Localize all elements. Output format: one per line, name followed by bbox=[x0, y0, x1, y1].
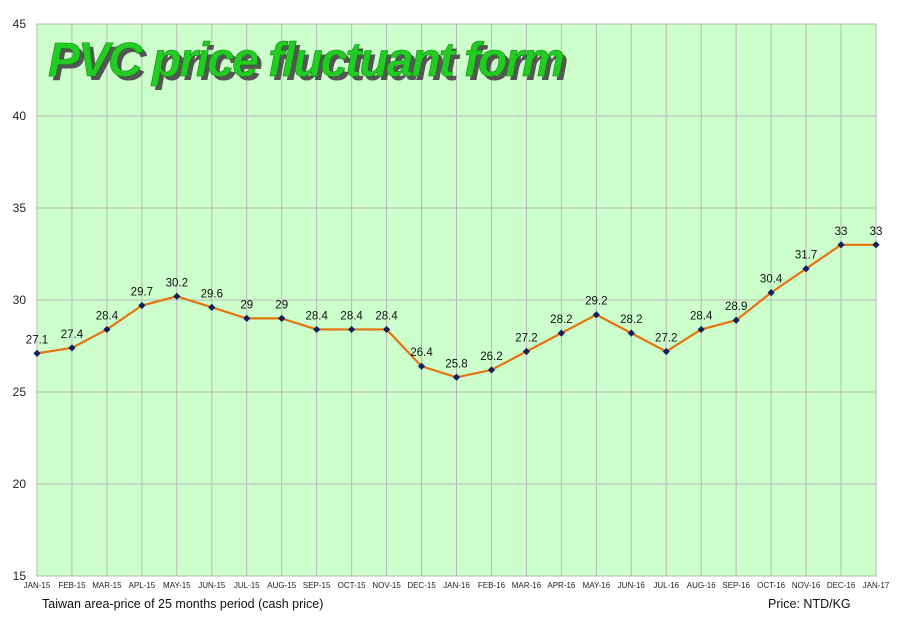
data-label: 29.6 bbox=[201, 288, 223, 300]
data-label: 30.4 bbox=[760, 274, 783, 286]
y-axis-ticks: 15 20 25 30 35 40 45 bbox=[13, 17, 27, 583]
data-point bbox=[802, 265, 810, 273]
y-tick-label: 25 bbox=[13, 385, 27, 399]
x-tick-label: NOV-16 bbox=[792, 581, 821, 590]
data-point bbox=[417, 362, 426, 370]
y-tick-label: 30 bbox=[13, 293, 27, 307]
data-label: 33 bbox=[835, 226, 848, 238]
data-label: 27.4 bbox=[61, 329, 84, 341]
data-label: 26.4 bbox=[410, 347, 433, 359]
data-label: 33 bbox=[870, 226, 883, 238]
data-point bbox=[348, 325, 356, 334]
data-label: 28.9 bbox=[725, 301, 747, 313]
data-label: 29.2 bbox=[585, 296, 607, 308]
x-tick-label: SEP-16 bbox=[722, 581, 750, 590]
data-label: 31.7 bbox=[795, 250, 817, 262]
chart-title-shadow: PVC price fluctuant form bbox=[52, 38, 567, 91]
data-label: 27.2 bbox=[655, 333, 677, 345]
data-label: 27.2 bbox=[515, 333, 537, 345]
y-tick-label: 15 bbox=[13, 569, 27, 583]
data-label: 28.4 bbox=[690, 310, 713, 322]
x-tick-label: AUG-16 bbox=[687, 581, 716, 590]
x-tick-label: MAY-15 bbox=[163, 581, 191, 590]
data-label: 27.1 bbox=[26, 334, 48, 346]
data-point bbox=[697, 325, 705, 334]
data-point bbox=[33, 349, 41, 357]
x-tick-label: FEB-16 bbox=[478, 581, 506, 590]
data-point bbox=[138, 301, 146, 310]
x-tick-label: JUL-16 bbox=[653, 581, 679, 590]
data-point bbox=[382, 325, 391, 334]
x-tick-label: DEC-15 bbox=[407, 581, 436, 590]
data-point bbox=[872, 241, 880, 249]
data-point bbox=[592, 311, 600, 319]
data-label: 29 bbox=[275, 299, 288, 311]
data-label: 28.2 bbox=[620, 314, 642, 326]
data-label: 28.2 bbox=[550, 314, 572, 326]
data-point bbox=[837, 241, 845, 249]
x-tick-label: OCT-16 bbox=[757, 581, 786, 590]
data-point bbox=[173, 292, 181, 300]
x-tick-label: JUL-15 bbox=[234, 581, 260, 590]
data-point bbox=[68, 344, 76, 352]
x-tick-label: SEP-15 bbox=[303, 581, 331, 590]
data-point bbox=[103, 325, 111, 334]
x-tick-label: MAR-15 bbox=[92, 581, 122, 590]
y-tick-label: 40 bbox=[13, 109, 27, 123]
gridlines bbox=[36, 23, 877, 577]
data-point bbox=[522, 347, 531, 356]
x-tick-label: NOV-15 bbox=[372, 581, 401, 590]
x-tick-label: FEB-15 bbox=[58, 581, 86, 590]
data-label: 29.7 bbox=[131, 287, 153, 299]
x-axis-ticks: JAN-15 FEB-15 MAR-15 APL-15 MAY-15 JUN-15 JUL-… bbox=[24, 581, 890, 590]
data-point bbox=[557, 329, 565, 337]
data-point bbox=[662, 347, 670, 356]
data-markers bbox=[33, 241, 880, 381]
data-point bbox=[208, 303, 216, 311]
x-axis-caption: Taiwan area-price of 25 months period (c… bbox=[42, 597, 324, 611]
x-tick-label: APL-15 bbox=[129, 581, 156, 590]
x-tick-label: MAR-16 bbox=[512, 581, 542, 590]
x-tick-label: AUG-15 bbox=[267, 581, 296, 590]
x-tick-label: OCT-15 bbox=[338, 581, 367, 590]
data-label: 29 bbox=[240, 299, 253, 311]
data-label: 25.8 bbox=[445, 358, 467, 370]
x-tick-label: JUN-15 bbox=[198, 581, 226, 590]
chart-title: PVC price fluctuant form bbox=[48, 34, 563, 87]
x-tick-label: DEC-16 bbox=[827, 581, 856, 590]
data-point bbox=[243, 314, 251, 322]
unit-label: Price: NTD/KG bbox=[768, 597, 851, 611]
y-tick-label: 45 bbox=[13, 17, 27, 31]
data-point bbox=[278, 314, 286, 322]
data-point bbox=[452, 373, 461, 381]
data-point bbox=[313, 325, 321, 334]
data-point bbox=[487, 366, 496, 374]
y-tick-label: 35 bbox=[13, 201, 27, 215]
data-label: 28.4 bbox=[375, 310, 398, 322]
data-label: 26.2 bbox=[480, 351, 502, 363]
x-tick-label: JUN-16 bbox=[618, 581, 646, 590]
x-tick-label: JAN-15 bbox=[24, 581, 51, 590]
data-point bbox=[732, 316, 740, 324]
data-labels: 27.1 27.4 28.4 29.7 30.2 29.6 29 29 28.4 28.4 28.4… bbox=[26, 226, 883, 370]
data-label: 30.2 bbox=[166, 277, 188, 289]
x-tick-label: JAN-16 bbox=[443, 581, 470, 590]
data-label: 28.4 bbox=[340, 310, 363, 322]
data-point bbox=[767, 289, 775, 297]
x-tick-label: APR-16 bbox=[547, 581, 576, 590]
y-tick-label: 20 bbox=[13, 477, 27, 491]
data-point bbox=[627, 329, 635, 337]
data-label: 28.4 bbox=[96, 310, 119, 322]
x-tick-label: JAN-17 bbox=[863, 581, 890, 590]
data-label: 28.4 bbox=[305, 310, 328, 322]
x-tick-label: MAY-16 bbox=[583, 581, 611, 590]
